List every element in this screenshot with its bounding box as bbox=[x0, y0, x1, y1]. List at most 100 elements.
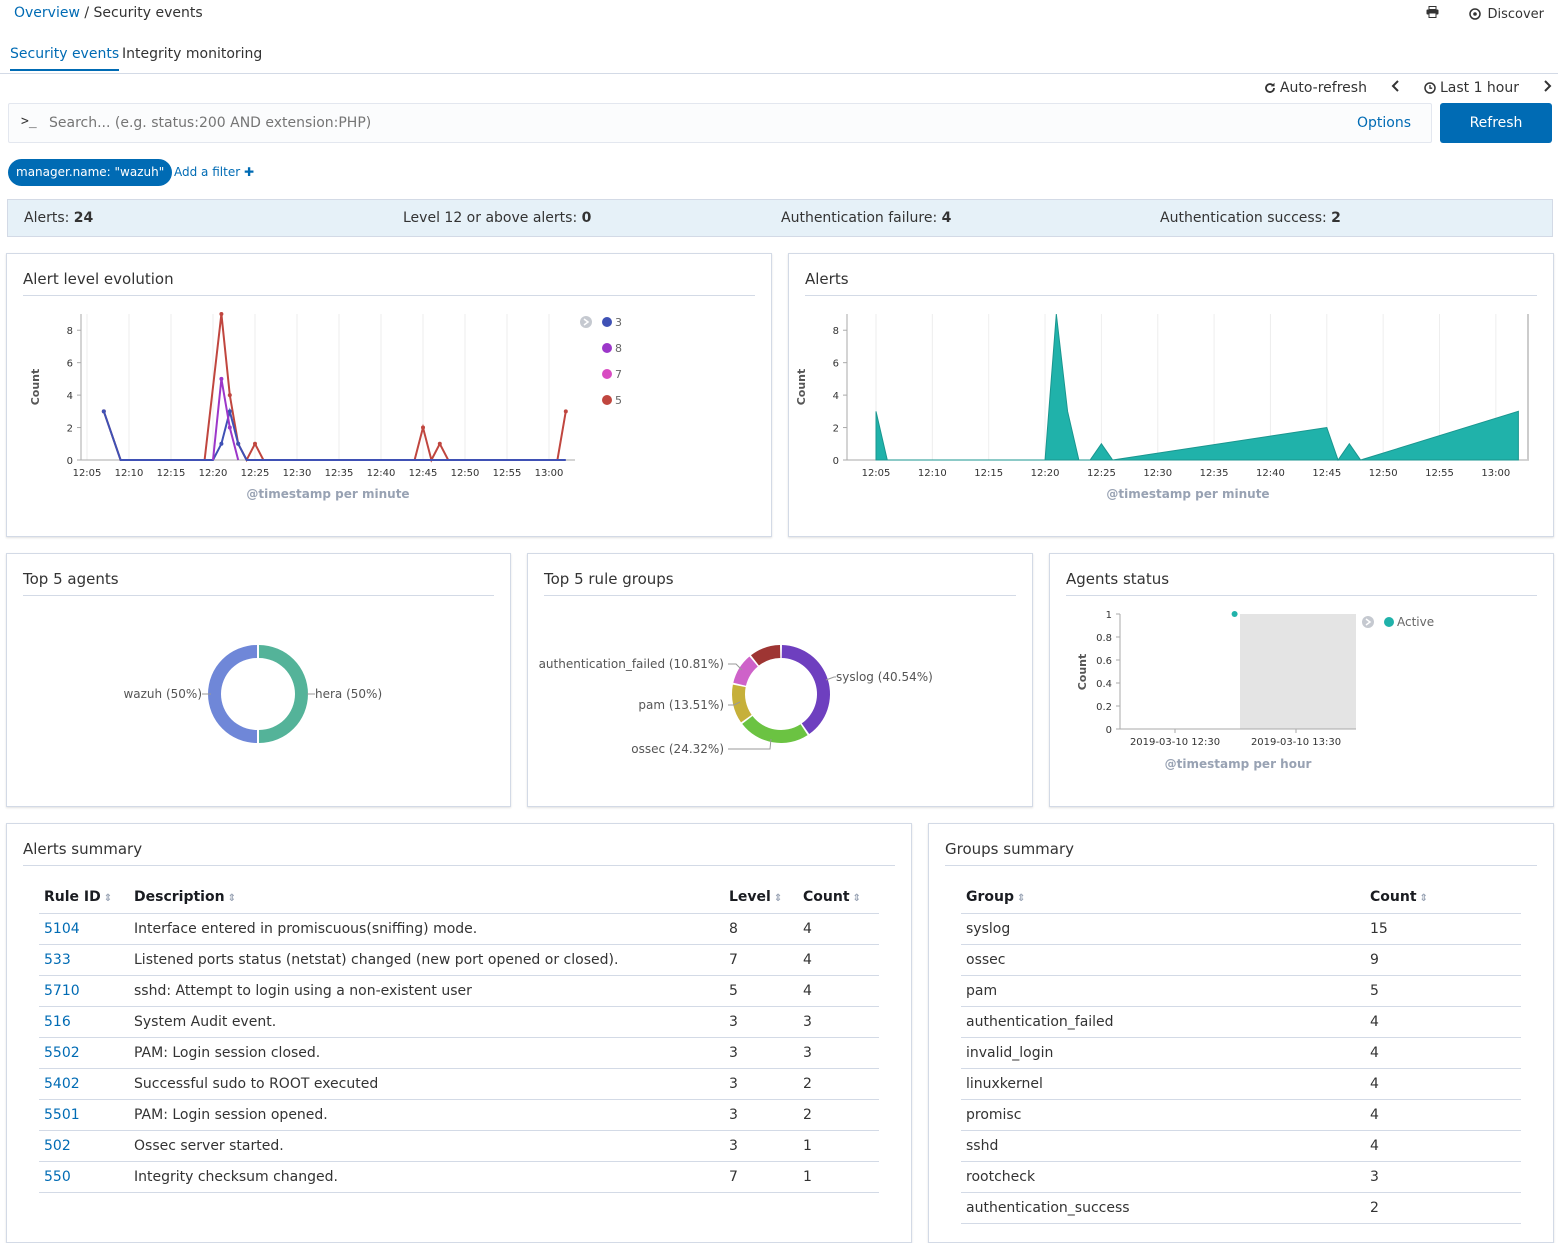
tab-integrity-monitoring[interactable]: Integrity monitoring bbox=[122, 46, 263, 62]
x-tick-label: 12:15 bbox=[974, 468, 1003, 479]
breadcrumb-overview[interactable]: Overview bbox=[14, 5, 80, 21]
next-range-button[interactable] bbox=[1543, 80, 1552, 96]
previous-range-button[interactable] bbox=[1391, 80, 1400, 96]
legend-chevron-icon bbox=[583, 318, 590, 326]
discover-button[interactable]: Discover bbox=[1469, 7, 1544, 22]
table-row[interactable]: invalid_login 4 bbox=[961, 1037, 1521, 1069]
tab-bar: Security events Integrity monitoring bbox=[0, 44, 1558, 74]
x-axis-label: @timestamp per minute bbox=[246, 487, 409, 501]
donut-slice bbox=[781, 645, 830, 735]
divider bbox=[805, 295, 1537, 296]
table-cell: System Audit event. bbox=[129, 1006, 724, 1038]
chevron-right-icon bbox=[1544, 80, 1552, 92]
table-row[interactable]: 5710 sshd: Attempt to login using a non-e… bbox=[39, 975, 879, 1007]
slice-label: ossec (24.32%) bbox=[631, 742, 724, 756]
divider bbox=[23, 595, 494, 596]
table-row[interactable]: 502 Ossec server started. 3 1 bbox=[39, 1130, 879, 1162]
auto-refresh-button[interactable]: Auto-refresh bbox=[1264, 80, 1367, 96]
y-tick-label: 0.6 bbox=[1096, 656, 1112, 667]
donut-slice bbox=[733, 656, 758, 686]
table-cell: syslog bbox=[961, 913, 1365, 945]
table-cell: 550 bbox=[39, 1161, 129, 1193]
tab-security-events[interactable]: Security events bbox=[10, 46, 120, 71]
table-cell: 4 bbox=[798, 975, 879, 1007]
column-header[interactable]: Level ⇕ bbox=[724, 882, 798, 914]
table-cell: ossec bbox=[961, 944, 1365, 976]
filter-pill-manager-name[interactable]: manager.name: "wazuh" bbox=[8, 159, 173, 186]
chevron-left-icon bbox=[1391, 80, 1399, 92]
stat-value: 2 bbox=[1331, 210, 1341, 226]
auto-refresh-label: Auto-refresh bbox=[1279, 80, 1367, 96]
table-row[interactable]: 550 Integrity checksum changed. 7 1 bbox=[39, 1161, 879, 1193]
rule-id-link[interactable]: 550 bbox=[44, 1168, 71, 1185]
table-cell: 7 bbox=[724, 1161, 798, 1193]
time-range-picker[interactable]: Last 1 hour bbox=[1424, 80, 1519, 96]
x-tick-label: 12:30 bbox=[283, 468, 312, 479]
column-header-label: Count bbox=[1370, 889, 1417, 906]
table-row[interactable]: authentication_success 2 bbox=[961, 1192, 1521, 1224]
table-row[interactable]: 516 System Audit event. 3 3 bbox=[39, 1006, 879, 1038]
table-row[interactable]: ossec 9 bbox=[961, 944, 1521, 976]
options-button[interactable]: Options bbox=[1356, 115, 1411, 131]
column-header[interactable]: Count ⇕ bbox=[798, 882, 879, 914]
printer-icon[interactable] bbox=[1426, 6, 1439, 22]
refresh-button[interactable]: Refresh bbox=[1440, 103, 1552, 143]
column-header[interactable]: Group ⇕ bbox=[961, 882, 1365, 914]
divider bbox=[1066, 595, 1537, 596]
table-row[interactable]: 5501 PAM: Login session opened. 3 2 bbox=[39, 1099, 879, 1131]
add-filter-button[interactable]: Add a filter ✚ bbox=[174, 165, 254, 179]
rule-groups-donut: syslog (40.54%) ossec (24.32%) pam (13.51%… bbox=[539, 645, 933, 756]
panel-title: Agents status bbox=[1066, 570, 1170, 588]
table-cell: rootcheck bbox=[961, 1161, 1365, 1193]
table-row[interactable]: linuxkernel 4 bbox=[961, 1068, 1521, 1100]
search-input[interactable] bbox=[49, 115, 1339, 131]
x-tick-label: 12:20 bbox=[1031, 468, 1060, 479]
sort-icon: ⇕ bbox=[103, 893, 113, 905]
rule-id-link[interactable]: 533 bbox=[44, 951, 71, 968]
refresh-icon bbox=[1265, 82, 1275, 93]
rule-id-link[interactable]: 502 bbox=[44, 1137, 71, 1154]
table-row[interactable]: 5104 Interface entered in promiscuous(sni… bbox=[39, 913, 879, 945]
rule-id-link[interactable]: 5402 bbox=[44, 1075, 80, 1092]
panel-title: Alerts summary bbox=[23, 840, 143, 858]
rule-id-link[interactable]: 516 bbox=[44, 1013, 71, 1030]
table-cell: 5710 bbox=[39, 975, 129, 1007]
table-row[interactable]: 5402 Successful sudo to ROOT executed 3 2 bbox=[39, 1068, 879, 1100]
column-header[interactable]: Description ⇕ bbox=[129, 882, 724, 914]
column-header-label: Count bbox=[803, 889, 850, 906]
compass-icon bbox=[1469, 8, 1482, 20]
search-bar: >_ Options bbox=[8, 103, 1432, 143]
table-row[interactable]: authentication_failed 4 bbox=[961, 1006, 1521, 1038]
table-row[interactable]: pam 5 bbox=[961, 975, 1521, 1007]
table-row[interactable]: sshd 4 bbox=[961, 1130, 1521, 1162]
slice-label: hera (50%) bbox=[315, 687, 382, 701]
legend-label: 7 bbox=[615, 368, 622, 381]
y-tick-label: 0 bbox=[833, 456, 839, 467]
rule-id-link[interactable]: 5710 bbox=[44, 982, 80, 999]
table-header-row: Rule ID ⇕ Description ⇕ Level ⇕ Count ⇕ bbox=[39, 882, 879, 914]
column-header[interactable]: Count ⇕ bbox=[1365, 882, 1521, 914]
table-row[interactable]: rootcheck 3 bbox=[961, 1161, 1521, 1193]
label-leader-line bbox=[825, 676, 836, 681]
clock-icon bbox=[1424, 82, 1436, 94]
table-row[interactable]: syslog 15 bbox=[961, 913, 1521, 945]
table-cell: 3 bbox=[724, 1006, 798, 1038]
table-cell: 3 bbox=[798, 1037, 879, 1069]
panel-title: Alerts bbox=[805, 270, 849, 288]
table-row[interactable]: promisc 4 bbox=[961, 1099, 1521, 1131]
alert-level-chart: 0 2 4 6 8 12:05 12:10 12:15 12:20 12:25 12:30 12:35… bbox=[29, 312, 622, 501]
data-point bbox=[1231, 611, 1238, 617]
rule-id-link[interactable]: 5104 bbox=[44, 920, 80, 937]
x-tick-label: 12:30 bbox=[1143, 468, 1172, 479]
rule-id-link[interactable]: 5502 bbox=[44, 1044, 80, 1061]
table-cell: 5402 bbox=[39, 1068, 129, 1100]
rule-id-link[interactable]: 5501 bbox=[44, 1106, 80, 1123]
data-point bbox=[227, 393, 232, 398]
donut-slice bbox=[742, 715, 808, 743]
series-line-5 bbox=[102, 313, 567, 463]
table-row[interactable]: 533 Listened ports status (netstat) chang… bbox=[39, 944, 879, 976]
column-header[interactable]: Rule ID ⇕ bbox=[39, 882, 129, 914]
sort-icon: ⇕ bbox=[227, 893, 236, 905]
table-row[interactable]: 5502 PAM: Login session closed. 3 3 bbox=[39, 1037, 879, 1069]
table-cell: 4 bbox=[1365, 1130, 1521, 1162]
